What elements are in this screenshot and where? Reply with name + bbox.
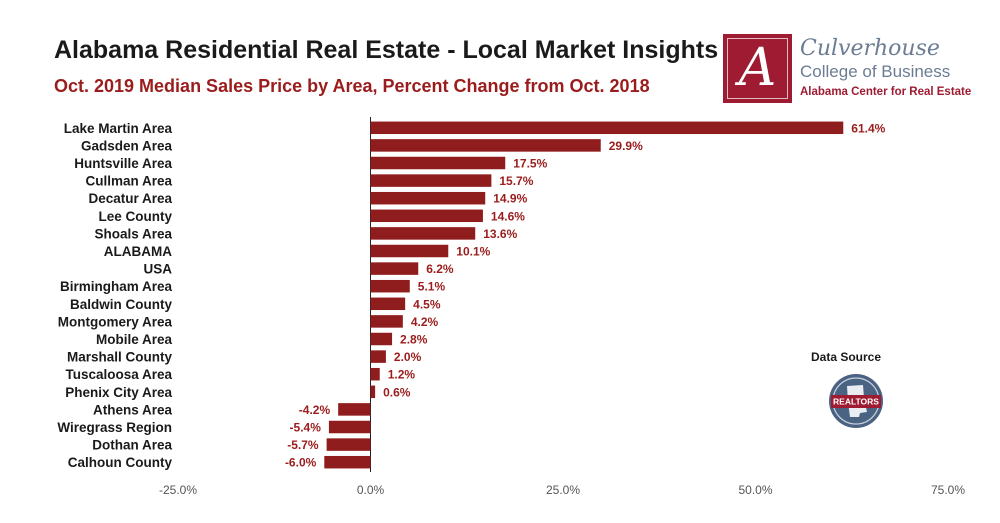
- bar: [370, 121, 844, 135]
- culverhouse-logo: A Culverhouse College of Business Alabam…: [723, 34, 973, 106]
- data-label: 15.7%: [499, 174, 533, 188]
- category-label: Shoals Area: [94, 226, 172, 241]
- alabama-a-logo-icon: A: [723, 34, 792, 103]
- category-label: ALABAMA: [104, 244, 172, 259]
- x-tick-label: 0.0%: [357, 483, 385, 497]
- category-label: Tuscaloosa Area: [65, 367, 172, 382]
- data-label: -5.7%: [287, 438, 319, 452]
- data-label: 6.2%: [426, 262, 454, 276]
- data-label: 13.6%: [483, 227, 517, 241]
- data-label: -6.0%: [285, 456, 317, 470]
- data-label: 1.2%: [388, 368, 416, 382]
- bar: [326, 438, 371, 451]
- chart-title: Alabama Residential Real Estate - Local …: [54, 36, 719, 64]
- data-label: 61.4%: [851, 121, 885, 135]
- bar: [370, 244, 449, 258]
- logo-line-culverhouse: Culverhouse: [800, 36, 940, 61]
- x-tick-label: 25.0%: [546, 483, 580, 497]
- data-label: 10.1%: [456, 245, 490, 259]
- category-label: Calhoun County: [68, 455, 173, 470]
- x-tick-label: 50.0%: [738, 483, 772, 497]
- bar: [370, 227, 476, 240]
- category-label: Gadsden Area: [81, 138, 173, 153]
- bar: [370, 350, 386, 363]
- data-label: -4.2%: [299, 403, 331, 417]
- bar: [328, 420, 371, 434]
- chart-subtitle: Oct. 2019 Median Sales Price by Area, Pe…: [54, 76, 650, 96]
- data-label: 29.9%: [609, 139, 643, 153]
- logo-letter: A: [738, 38, 777, 98]
- data-label: -5.4%: [290, 421, 322, 435]
- category-label: Mobile Area: [96, 332, 173, 347]
- data-label: 17.5%: [513, 157, 547, 171]
- category-label: Marshall County: [67, 350, 173, 365]
- data-label: 4.5%: [413, 297, 441, 311]
- bar: [370, 385, 376, 399]
- bar: [370, 156, 506, 170]
- category-label: Birmingham Area: [60, 279, 173, 294]
- data-label: 14.6%: [491, 209, 525, 223]
- logo-line-center: Alabama Center for Real Estate: [800, 86, 972, 98]
- data-source-label: Data Source: [811, 350, 882, 364]
- x-tick-label: -25.0%: [159, 483, 197, 497]
- bar: [370, 332, 393, 346]
- category-label: Phenix City Area: [65, 385, 172, 400]
- category-label: Wiregrass Region: [57, 420, 172, 435]
- category-label: USA: [143, 262, 172, 277]
- category-label: Decatur Area: [88, 191, 172, 206]
- bar: [370, 209, 483, 223]
- x-tick-label: 75.0%: [931, 483, 965, 497]
- category-label: Cullman Area: [85, 174, 172, 189]
- bar: [324, 455, 371, 469]
- bar: [370, 315, 403, 328]
- category-label: Lake Martin Area: [64, 121, 173, 136]
- badge-text: REALTORS: [833, 397, 879, 407]
- bar: [338, 403, 371, 416]
- category-label: Athens Area: [93, 402, 173, 417]
- category-label: Lee County: [98, 209, 172, 224]
- data-label: 2.8%: [400, 333, 428, 347]
- bar: [370, 174, 492, 187]
- data-label: 4.2%: [411, 315, 439, 329]
- data-label: 5.1%: [418, 280, 446, 294]
- data-label: 0.6%: [383, 385, 411, 399]
- bar: [370, 262, 419, 275]
- logo-line-college: College of Business: [800, 62, 951, 81]
- category-label: Montgomery Area: [58, 314, 173, 329]
- bar: [370, 367, 380, 381]
- data-label: 14.9%: [493, 192, 527, 206]
- data-label: 2.0%: [394, 350, 422, 364]
- bar: [370, 191, 486, 205]
- realtors-badge-icon: REALTORS: [829, 374, 883, 428]
- bar: [370, 297, 406, 311]
- category-label: Huntsville Area: [74, 156, 172, 171]
- bar: [370, 139, 601, 152]
- category-label: Dothan Area: [92, 438, 172, 453]
- category-label: Baldwin County: [70, 297, 172, 312]
- bar: [370, 279, 410, 293]
